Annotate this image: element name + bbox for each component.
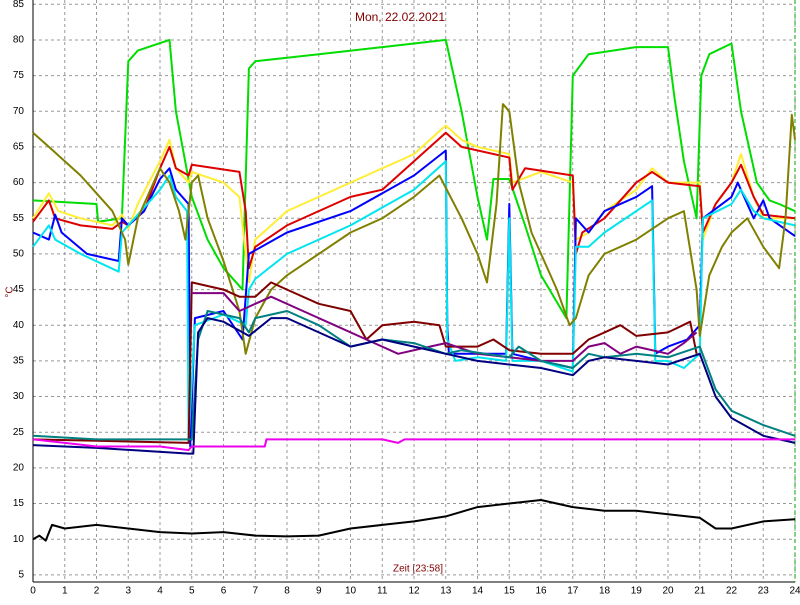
x-tick-label: 16 — [535, 586, 547, 597]
x-tick-label: 19 — [631, 586, 643, 597]
y-axis-label: °C — [5, 286, 16, 297]
x-tick-label: 21 — [694, 586, 706, 597]
line-series — [32, 438, 795, 452]
y-tick-label: 55 — [13, 213, 25, 224]
line-series — [32, 317, 796, 455]
y-tick-label: 70 — [13, 106, 25, 117]
y-tick-label: 45 — [13, 284, 25, 295]
x-tick-label: 4 — [157, 586, 163, 597]
x-tick-label: 2 — [94, 586, 100, 597]
x-tick-label: 5 — [189, 586, 195, 597]
x-axis-label: Zeit [23:58] — [393, 564, 443, 575]
y-tick-label: 5 — [18, 570, 24, 581]
y-tick-label: 25 — [13, 427, 25, 438]
x-tick-label: 15 — [504, 586, 516, 597]
x-tick-label: 10 — [345, 586, 357, 597]
x-tick-label: 14 — [472, 586, 484, 597]
x-tick-label: 24 — [789, 586, 800, 597]
line-series — [32, 38, 796, 320]
x-tick-label: 9 — [316, 586, 322, 597]
y-tick-label: 35 — [13, 356, 25, 367]
line-series — [191, 292, 698, 362]
x-tick-label: 0 — [30, 586, 36, 597]
x-tick-label: 17 — [567, 586, 579, 597]
line-series — [32, 103, 796, 355]
x-tick-label: 12 — [408, 586, 420, 597]
line-series — [32, 160, 796, 441]
y-tick-label: 75 — [13, 70, 25, 81]
y-tick-label: 15 — [13, 498, 25, 509]
y-tick-label: 40 — [13, 320, 25, 331]
x-tick-label: 23 — [758, 586, 770, 597]
x-tick-label: 11 — [377, 586, 388, 597]
chart-title: Mon, 22.02.2021 — [355, 10, 445, 24]
x-tick-label: 13 — [440, 586, 452, 597]
y-tick-label: 65 — [13, 142, 25, 153]
x-tick-label: 22 — [726, 586, 738, 597]
y-tick-label: 50 — [13, 249, 25, 260]
line-series — [32, 281, 698, 444]
x-tick-label: 18 — [599, 586, 611, 597]
x-tick-label: 20 — [662, 586, 674, 597]
y-tick-label: 60 — [13, 177, 25, 188]
x-tick-label: 3 — [125, 586, 131, 597]
x-tick-label: 1 — [62, 586, 68, 597]
y-tick-label: 30 — [13, 391, 25, 402]
y-tick-label: 20 — [13, 463, 25, 474]
x-tick-label: 8 — [284, 586, 290, 597]
y-tick-label: 80 — [13, 35, 25, 46]
y-tick-label: 85 — [13, 0, 25, 10]
y-tick-label: 10 — [13, 534, 25, 545]
x-tick-label: 6 — [221, 586, 227, 597]
line-series — [32, 499, 796, 542]
x-tick-label: 7 — [252, 586, 258, 597]
